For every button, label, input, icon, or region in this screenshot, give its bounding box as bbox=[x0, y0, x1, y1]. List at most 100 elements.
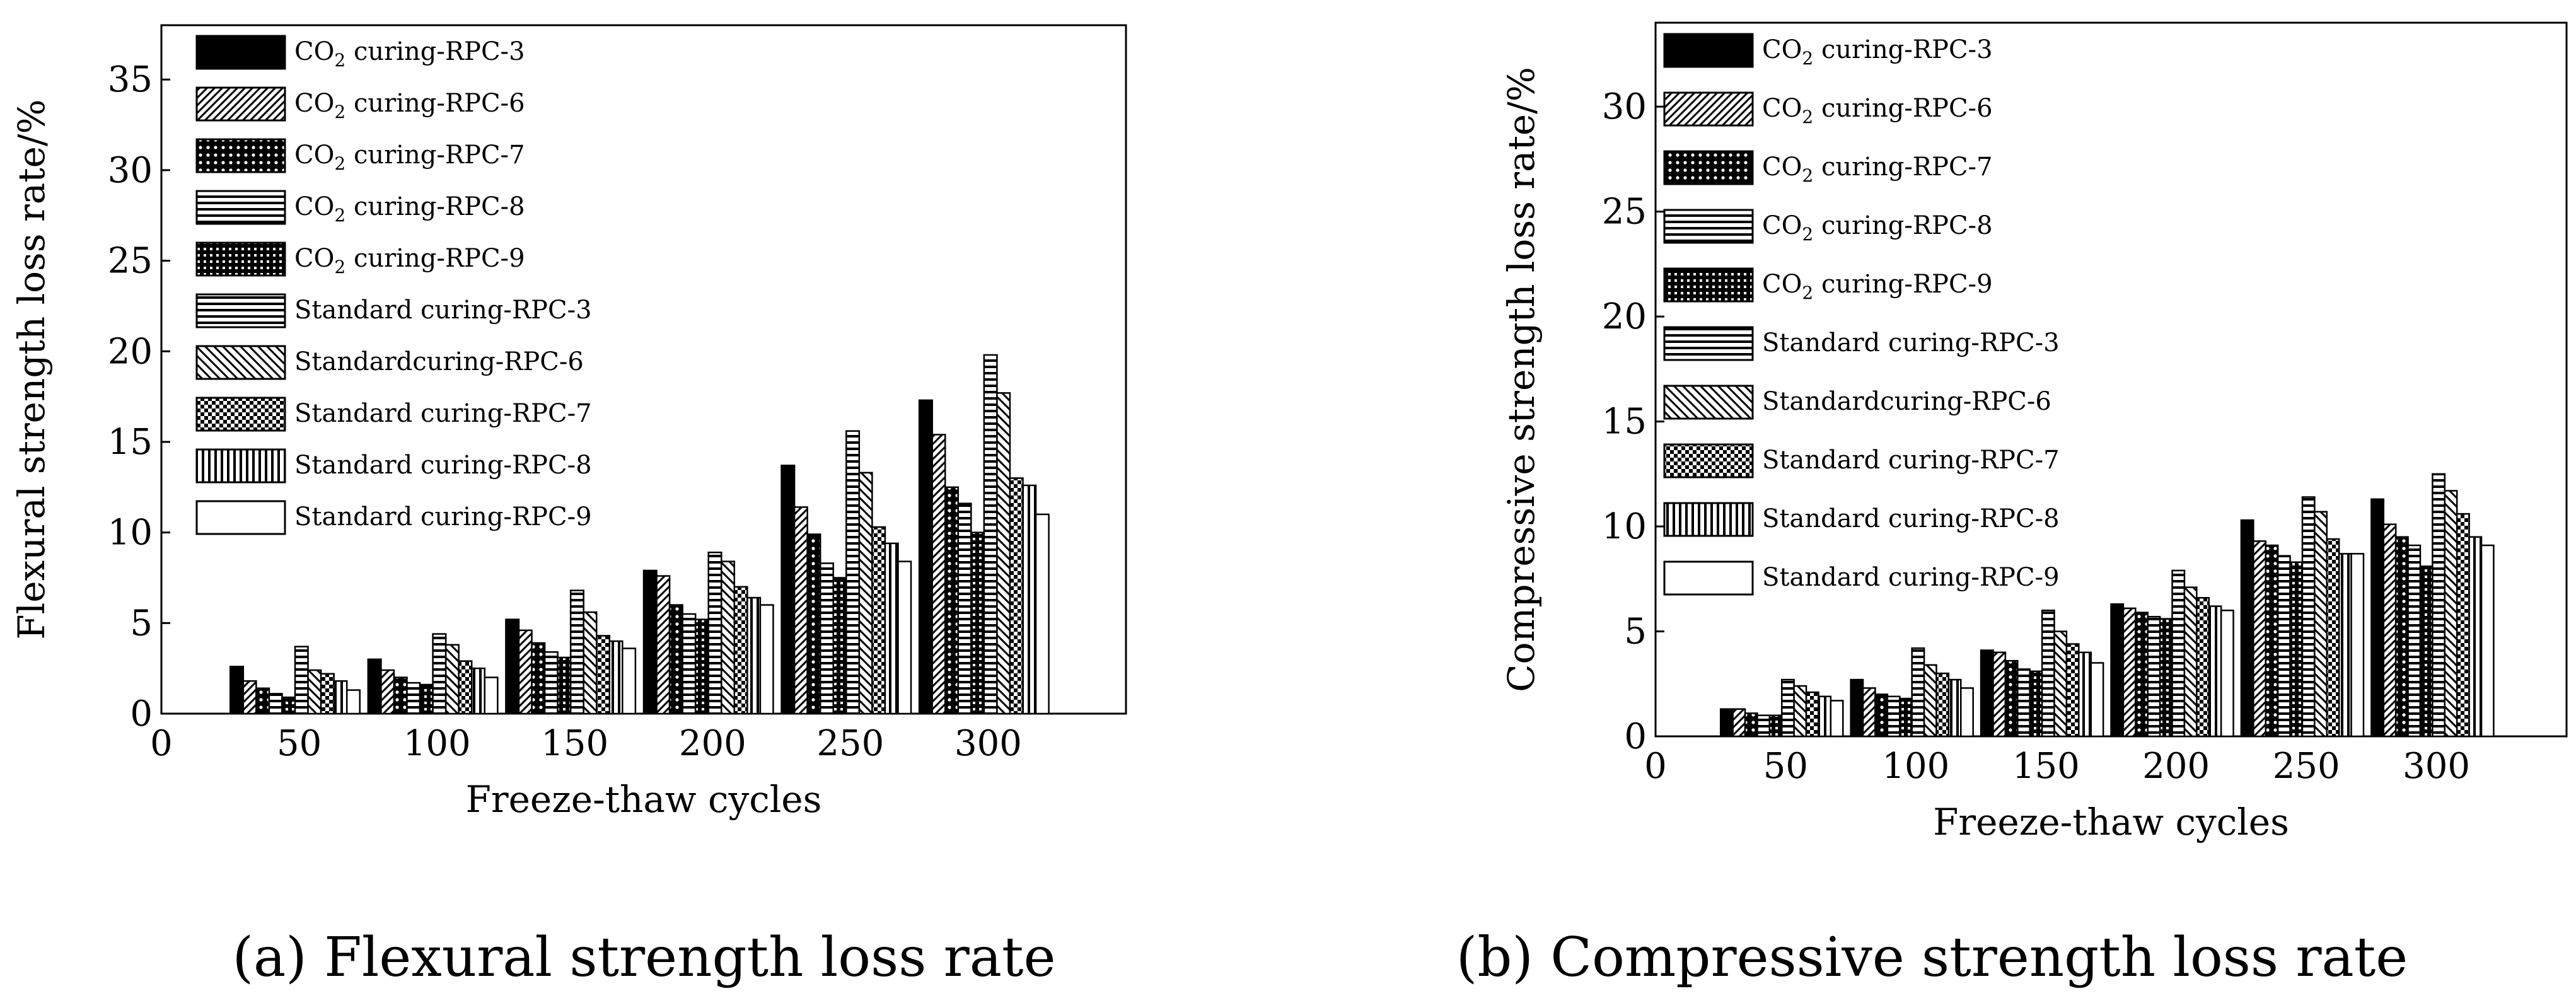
bar bbox=[806, 533, 821, 715]
legend-swatch bbox=[1663, 33, 1754, 68]
y-tick-label: 0 bbox=[1624, 716, 1647, 757]
bar bbox=[2183, 586, 2198, 738]
bar bbox=[1947, 678, 1962, 738]
legend-swatch bbox=[195, 35, 286, 70]
bar bbox=[255, 687, 270, 715]
y-tick-label: 25 bbox=[108, 241, 153, 282]
bar bbox=[2196, 597, 2210, 738]
bar bbox=[333, 680, 348, 715]
legend-swatch bbox=[1663, 267, 1754, 303]
bar bbox=[268, 693, 283, 715]
bar bbox=[2265, 544, 2279, 738]
bar bbox=[793, 506, 808, 715]
bar bbox=[2065, 643, 2080, 738]
y-tick-label: 0 bbox=[130, 693, 153, 734]
bar bbox=[707, 551, 722, 715]
legend-label: Standard curing-RPC-3 bbox=[1762, 328, 2060, 357]
bar bbox=[2240, 519, 2254, 738]
x-tick-label: 0 bbox=[150, 723, 173, 764]
legend-swatch bbox=[195, 86, 286, 122]
bar bbox=[2017, 668, 2031, 738]
x-tick-label: 250 bbox=[816, 723, 884, 764]
legend-swatch bbox=[195, 241, 286, 277]
bar bbox=[832, 577, 847, 715]
y-tick-label: 5 bbox=[130, 603, 153, 644]
x-tick-label: 200 bbox=[2142, 746, 2210, 787]
legend-swatch bbox=[1663, 91, 1754, 127]
bar bbox=[583, 611, 598, 715]
bar bbox=[1850, 678, 1864, 738]
legend-label: Standard curing-RPC-7 bbox=[294, 399, 592, 428]
x-tick-label: 50 bbox=[277, 723, 322, 764]
bar bbox=[2338, 553, 2352, 738]
bar bbox=[1719, 708, 1734, 738]
bar bbox=[2370, 498, 2385, 738]
bar bbox=[2159, 618, 2173, 738]
bar bbox=[1022, 484, 1037, 715]
legend-swatch bbox=[195, 190, 286, 225]
legend-swatch bbox=[195, 397, 286, 432]
legend-swatch bbox=[195, 138, 286, 173]
bar bbox=[470, 667, 486, 715]
bar bbox=[406, 681, 421, 715]
bar bbox=[819, 562, 835, 715]
x-axis-label: Freeze-thaw cycles bbox=[1933, 801, 2289, 844]
bar bbox=[1935, 672, 1950, 738]
bar bbox=[569, 589, 584, 715]
bar bbox=[2135, 612, 2149, 738]
bar bbox=[1960, 687, 1974, 738]
bar bbox=[281, 696, 296, 715]
flexural-chart-panel: 0 5 10 15 20 25 30 35 0 50 100 150 200 250 300 Freeze-t… bbox=[10, 24, 1127, 989]
bar bbox=[2350, 553, 2365, 738]
bar bbox=[518, 629, 533, 715]
bar bbox=[897, 560, 912, 715]
bar bbox=[931, 434, 946, 715]
bar bbox=[320, 673, 335, 715]
legend-label: CO2 curing-RPC-6 bbox=[1762, 94, 1993, 127]
legend-label: CO2 curing-RPC-9 bbox=[294, 244, 525, 277]
bar bbox=[2208, 605, 2222, 738]
legend-label: Standard curing-RPC-3 bbox=[294, 296, 592, 325]
compressive-chart-panel: 0 5 10 15 20 25 30 0 50 100 150 200 250 300 Freeze-tha… bbox=[1288, 0, 2576, 1003]
bar bbox=[505, 618, 520, 715]
y-tick-label: 10 bbox=[108, 513, 153, 554]
legend-swatch bbox=[1663, 560, 1754, 596]
bar bbox=[1862, 687, 1876, 738]
bar bbox=[918, 399, 933, 715]
legend-swatch bbox=[195, 293, 286, 328]
x-tick-label: 300 bbox=[2403, 746, 2470, 787]
bar bbox=[2301, 496, 2316, 738]
y-tick-label: 5 bbox=[1624, 612, 1647, 652]
x-tick-label: 150 bbox=[2012, 746, 2080, 787]
bar bbox=[557, 656, 572, 715]
y-tick-label: 10 bbox=[1602, 506, 1647, 547]
flexural-chart-caption: (a) Flexural strength loss rate bbox=[232, 926, 1056, 989]
legend-swatch bbox=[1663, 443, 1754, 478]
bar bbox=[1732, 708, 1746, 738]
compressive-chart-caption: (b) Compressive strength loss rate bbox=[1456, 926, 2408, 989]
y-tick-label: 15 bbox=[108, 422, 153, 463]
bar bbox=[367, 658, 382, 715]
x-tick-label: 100 bbox=[1882, 746, 1949, 787]
bar bbox=[1980, 649, 1994, 738]
bar bbox=[2326, 538, 2340, 738]
legend-swatch bbox=[1663, 385, 1754, 420]
bar bbox=[1830, 700, 1844, 738]
legend-swatch bbox=[195, 500, 286, 535]
x-tick-label: 300 bbox=[954, 723, 1022, 764]
bar bbox=[944, 486, 960, 715]
legend-swatch bbox=[1663, 209, 1754, 244]
bar bbox=[2394, 536, 2409, 738]
bar bbox=[2444, 490, 2458, 738]
legend-label: Standardcuring-RPC-6 bbox=[294, 347, 584, 376]
y-tick-label: 25 bbox=[1602, 192, 1647, 233]
bar bbox=[1805, 691, 1819, 738]
legend-swatch bbox=[1663, 502, 1754, 537]
legend-label: CO2 curing-RPC-8 bbox=[294, 192, 525, 226]
bar bbox=[229, 666, 245, 715]
bar bbox=[970, 531, 985, 715]
y-axis-label: Flexural strength loss rate/% bbox=[10, 99, 53, 639]
bar bbox=[432, 633, 447, 715]
legend-label: Standardcuring-RPC-6 bbox=[1762, 387, 2051, 416]
